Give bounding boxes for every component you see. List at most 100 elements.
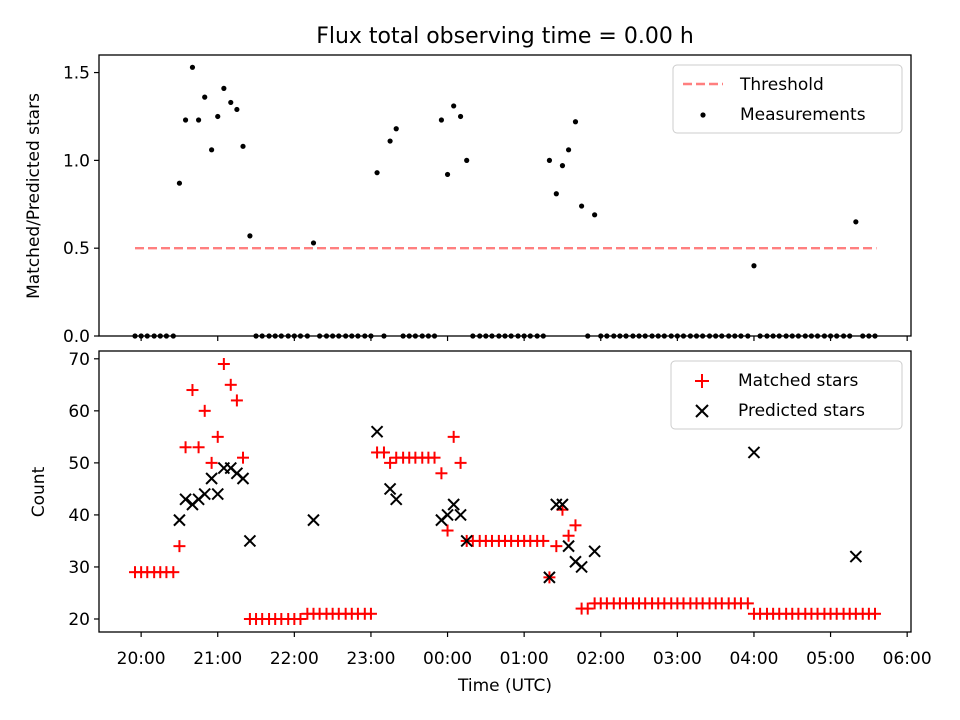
x-tick-label: 23:00 (346, 649, 395, 669)
measurement-point (464, 157, 470, 163)
matched-star-point (224, 378, 237, 391)
predicted-star-point (205, 472, 218, 485)
measurement-point (195, 117, 202, 123)
x-tick-label: 03:00 (653, 649, 702, 669)
count-legend-box (670, 360, 903, 430)
predicted-star-point (588, 545, 601, 558)
matched-star-point (294, 612, 307, 625)
matched-star-point (192, 441, 205, 454)
count-legend: Matched stars Predicted stars (670, 360, 903, 430)
predicted-marker-b (236, 472, 250, 485)
measurement-point (387, 138, 393, 144)
measurement-point (182, 117, 189, 123)
matched-star-point (198, 404, 211, 417)
matched-star-point (537, 534, 550, 547)
predicted-star-point (173, 513, 186, 527)
matched-star-point (441, 524, 454, 537)
predicted-marker-b (441, 508, 454, 522)
measurement-point (444, 171, 451, 178)
measurement-point (546, 157, 553, 163)
matched-star-point (167, 566, 180, 579)
measurement-point (221, 85, 227, 91)
legend-predicted-label: Predicted stars (738, 401, 865, 421)
ratio-y-tick-label: 1.0 (63, 151, 90, 171)
predicted-star-point (441, 508, 454, 522)
measurement-point (592, 212, 598, 218)
predicted-marker-b (224, 461, 237, 475)
matched-star-point (447, 430, 460, 443)
legend-measurements-label: Measurements (740, 105, 866, 125)
count-y-tick-label: 30 (68, 558, 90, 578)
predicted-star-point (236, 472, 250, 485)
matched-star-point (217, 358, 230, 371)
ratio-y-tick-label: 0.5 (63, 239, 90, 259)
x-tick-label: 04:00 (729, 649, 778, 669)
predicted-star-point (747, 446, 761, 459)
predicted-marker-b (179, 493, 192, 506)
matched-star-point (237, 451, 250, 464)
measurement-point (565, 147, 572, 153)
predicted-marker-b (307, 513, 320, 527)
predicted-star-point (179, 493, 192, 506)
predicted-marker-b (747, 446, 761, 459)
predicted-marker-b (243, 534, 257, 548)
predicted-marker-b (575, 560, 588, 574)
measurement-point (572, 119, 579, 125)
predicted-marker-b (543, 571, 556, 584)
matched-star-point (173, 540, 186, 553)
x-tick-label: 02:00 (576, 649, 625, 669)
count-plot-layer: 20 30 40 50 60 70 20:00 21:00 22:00 23:00 00:00 01:… (68, 350, 931, 669)
matched-star-point (428, 451, 441, 464)
count-y-tick-label: 50 (68, 454, 90, 474)
predicted-star-point (307, 513, 320, 527)
measurement-point (553, 191, 559, 197)
measurement-point (176, 180, 183, 186)
measurement-point (393, 126, 399, 132)
measurement-point (247, 233, 253, 239)
count-y-tick-label: 40 (68, 506, 90, 526)
x-tick-label: 01:00 (500, 649, 549, 669)
predicted-marker-b (198, 487, 211, 501)
predicted-star-point (543, 571, 556, 584)
measurement-point (853, 219, 859, 225)
measurement-point (374, 170, 380, 176)
measurement-point (234, 106, 240, 113)
count-y-tick-label: 20 (68, 610, 90, 630)
predicted-star-point (198, 487, 211, 501)
matched-star-point (741, 597, 754, 610)
matched-star-point (364, 607, 377, 620)
predicted-marker-b (460, 534, 473, 548)
matched-star-point (454, 456, 467, 469)
ratio-panel: 0.0 0.5 1.0 1.5 Matched/Predicted stars Thr… (24, 54, 912, 347)
legend-predicted-swatch (695, 404, 709, 418)
matched-star-point (230, 394, 243, 407)
predicted-star-point (454, 508, 467, 522)
measurement-point (438, 117, 445, 123)
x-tick-label: 06:00 (883, 649, 932, 669)
legend-measurements-swatch (700, 112, 706, 118)
legend-matched-swatch (695, 374, 709, 388)
predicted-star-point (460, 534, 473, 548)
measurement-point (457, 113, 464, 120)
ratio-y-tick-label: 1.5 (63, 64, 90, 84)
predicted-marker-b (205, 472, 218, 485)
measurement-point (310, 240, 317, 246)
count-y-tick-label: 70 (68, 350, 90, 370)
predicted-marker-b (390, 493, 403, 506)
measurement-point (240, 143, 246, 149)
ratio-y-axis-label: Matched/Predicted stars (24, 93, 44, 299)
count-plot-frame (98, 350, 912, 633)
ratio-y-tick-label: 0.0 (63, 327, 90, 347)
matched-star-point (569, 519, 582, 532)
measurement-point (559, 163, 566, 169)
ratio-plot-frame (98, 54, 912, 337)
predicted-star-point (575, 560, 588, 574)
x-tick-label: 22:00 (270, 649, 319, 669)
measurement-point (751, 263, 757, 269)
matched-star-point (562, 529, 575, 542)
predicted-star-point (447, 498, 460, 511)
predicted-star-point (390, 493, 403, 506)
x-tick-label: 05:00 (806, 649, 855, 669)
legend-matched-label: Matched stars (738, 371, 858, 391)
predicted-star-point (556, 498, 569, 511)
